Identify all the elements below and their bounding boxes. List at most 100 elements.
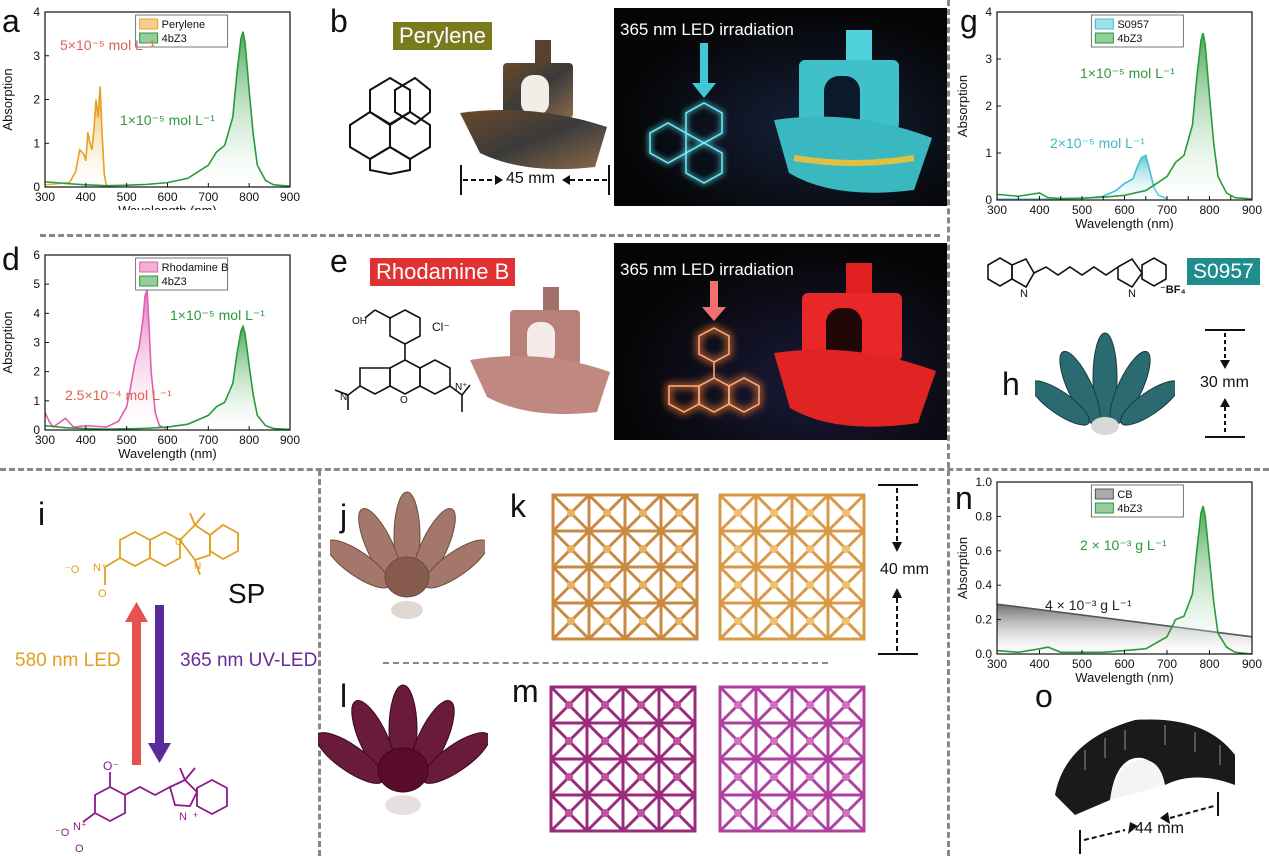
x-tick-label-d: 500 <box>117 433 137 447</box>
svg-text:N: N <box>1020 288 1028 300</box>
rhodamine-structure: OH O N⁺ N <box>334 309 471 412</box>
y-tick-label-a: 0 <box>33 180 40 194</box>
y-tick-label-d: 0 <box>33 423 40 437</box>
x-tick-label-n: 700 <box>1157 657 1177 671</box>
chart-d: 300 400 500 600 700 800 900 0 1 2 3 4 5 6 Wavelength (… <box>0 248 300 461</box>
x-tick-label-n: 400 <box>1029 657 1049 671</box>
legend-label-d: Rhodamine B <box>162 262 229 274</box>
x-axis-label-d: Wavelength (nm) <box>118 446 217 461</box>
svg-text:⁻O: ⁻O <box>65 564 80 576</box>
divider-main <box>0 468 1269 471</box>
led580-label: 580 nm LED <box>15 650 121 671</box>
lattice-photo-k-left <box>545 483 705 653</box>
y-tick-label-n: 0.0 <box>975 647 992 661</box>
legend-swatch-a <box>139 18 159 30</box>
scale-bar-40 <box>878 484 918 655</box>
rhodamine-uv-photo <box>614 243 947 440</box>
legend-swatch-d <box>139 261 159 273</box>
series-area-n-1 <box>997 506 1252 654</box>
panel-letter-a: a <box>2 3 20 39</box>
legend-label-d: 4bZ3 <box>162 276 187 288</box>
y-tick-label-d: 1 <box>33 394 40 408</box>
series-area-a-0 <box>45 86 111 187</box>
spiropyran-flower-photo-j <box>330 482 485 632</box>
dim-44-label: 44 mm <box>1135 820 1184 837</box>
svg-text:O: O <box>75 843 84 855</box>
panel-letter-d: d <box>2 241 20 277</box>
y-axis-label-a: Absorption <box>0 68 15 130</box>
x-tick-label-g: 700 <box>1157 203 1177 217</box>
svg-text:OH: OH <box>352 316 367 327</box>
x-tick-label-n: 300 <box>987 657 1007 671</box>
x-tick-label-n: 800 <box>1199 657 1219 671</box>
svg-text:O⁻: O⁻ <box>103 760 119 773</box>
y-tick-label-n: 0.4 <box>975 578 992 592</box>
annotation-n: 4 × 10⁻³ g L⁻¹ <box>1045 597 1132 613</box>
y-tick-label-g: 3 <box>985 52 992 66</box>
annotation-d: 2.5×10⁻⁴ mol L⁻¹ <box>65 387 172 403</box>
legend-label-a: 4bZ3 <box>162 33 187 45</box>
y-tick-label-d: 6 <box>33 248 40 262</box>
panel-letter-o: o <box>1035 678 1053 714</box>
scale-bar-45 <box>460 165 610 195</box>
svg-text:O: O <box>98 588 107 600</box>
lattice-photo-m-left <box>543 675 703 845</box>
divider-right-bottom <box>947 470 950 856</box>
x-tick-label-g: 400 <box>1029 203 1049 217</box>
merocyanine-open-structure: O⁻ N + ⁻O N⁺ O <box>55 760 228 855</box>
x-tick-label-n: 600 <box>1114 657 1134 671</box>
panel-letter-h: h <box>1002 366 1020 402</box>
legend-swatch-d <box>139 275 159 287</box>
panel-letter-i: i <box>38 496 46 532</box>
svg-text:O: O <box>175 537 183 548</box>
perylene-tag: Perylene <box>393 22 492 51</box>
divider-right-top <box>947 0 950 468</box>
x-tick-label-g: 800 <box>1199 203 1219 217</box>
legend-swatch-a <box>139 32 159 44</box>
rhodamine-boat-photo <box>465 282 615 422</box>
svg-text:N⁺: N⁺ <box>93 562 107 574</box>
series-line-d-1 <box>44 324 291 431</box>
chart-g: 300 400 500 600 700 800 900 0 1 2 3 4 Wavelength (nm… <box>955 5 1262 231</box>
panel-letter-j: j <box>340 498 348 534</box>
chart-n: 300 400 500 600 700 800 900 0.0 0.2 0.4 0.6 0.8 1.0 W… <box>955 475 1262 685</box>
x-axis-label-g: Wavelength (nm) <box>1075 216 1174 231</box>
legend-label-n: CB <box>1117 489 1132 501</box>
s0957-tag: S0957 <box>1187 258 1260 286</box>
x-tick-label-a: 900 <box>280 190 300 204</box>
y-tick-label-n: 0.8 <box>975 509 992 523</box>
x-tick-label-d: 400 <box>76 433 96 447</box>
bf4-label: ⁻BF₄ <box>1160 284 1186 296</box>
scale-bar-30 <box>1205 329 1245 438</box>
y-axis-label-d: Absorption <box>0 311 15 373</box>
divider-top-middle <box>40 234 940 237</box>
y-tick-label-g: 2 <box>985 99 992 113</box>
x-tick-label-g: 300 <box>987 203 1007 217</box>
panel-letter-e: e <box>330 243 348 279</box>
series-area-d-1 <box>45 326 290 430</box>
legend-swatch-n <box>1094 488 1114 500</box>
x-tick-label-a: 700 <box>198 190 218 204</box>
panel-letter-b: b <box>330 3 348 39</box>
annotation-n: 2 × 10⁻³ g L⁻¹ <box>1080 537 1167 553</box>
scale-bar-44 <box>1079 792 1219 854</box>
x-tick-label-g: 900 <box>1242 203 1262 217</box>
x-tick-label-d: 300 <box>35 433 55 447</box>
svg-text:N: N <box>1128 288 1136 300</box>
led365-label: 365 nm UV-LED <box>180 650 318 671</box>
x-tick-label-n: 500 <box>1072 657 1092 671</box>
panel-letter-n: n <box>955 480 973 516</box>
legend-swatch-g <box>1094 32 1114 44</box>
panel-letter-m: m <box>512 673 539 709</box>
y-tick-label-d: 3 <box>33 336 40 350</box>
y-tick-label-a: 2 <box>33 93 40 107</box>
rhodamine-tag: Rhodamine B <box>370 258 516 287</box>
y-tick-label-a: 1 <box>33 136 40 150</box>
annotation-d: 1×10⁻⁵ mol L⁻¹ <box>170 307 265 323</box>
annotation-a: 5×10⁻⁵ mol L⁻¹ <box>60 37 155 53</box>
x-tick-label-g: 500 <box>1072 203 1092 217</box>
y-tick-label-g: 0 <box>985 193 992 207</box>
series-area-g-1 <box>997 33 1252 201</box>
x-tick-label-d: 700 <box>198 433 218 447</box>
svg-text:N⁺: N⁺ <box>73 821 87 833</box>
